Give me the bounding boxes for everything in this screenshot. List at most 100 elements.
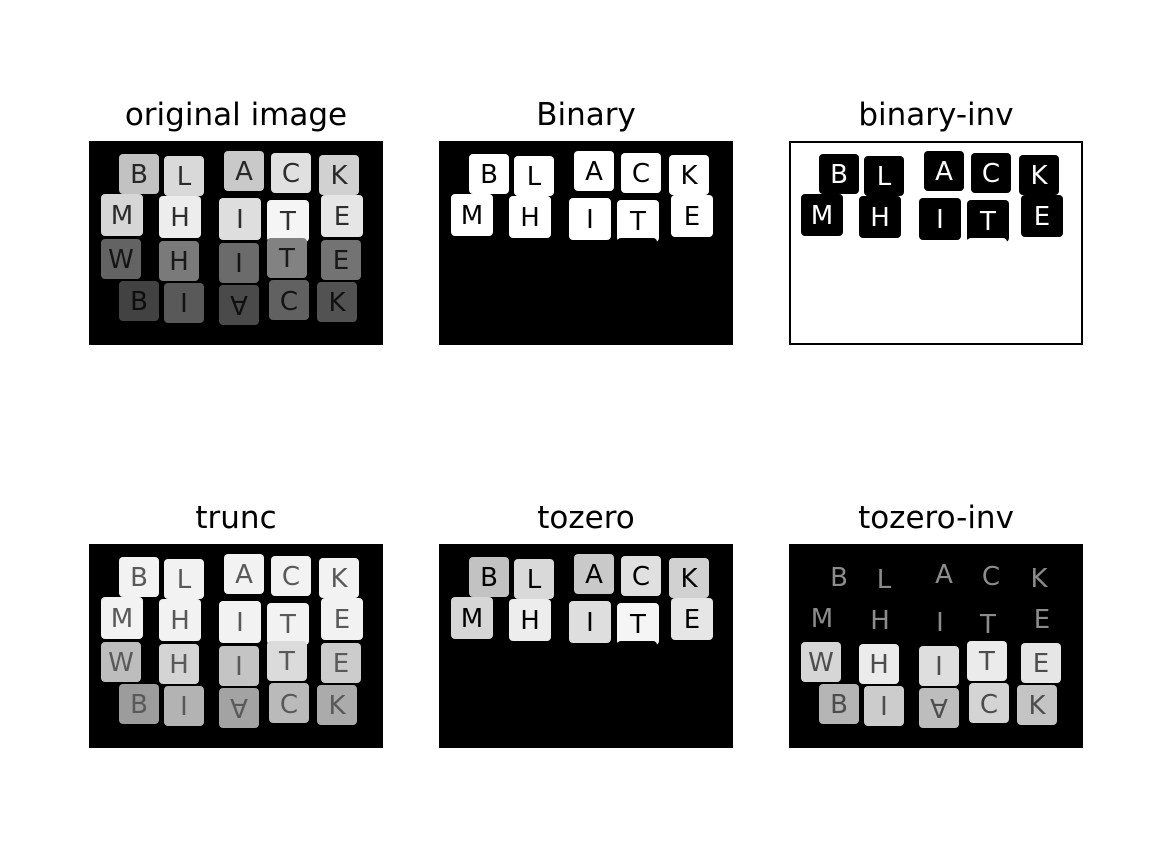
letter-block-face bbox=[919, 198, 961, 240]
letter-block-face bbox=[451, 194, 493, 236]
letter-block-face bbox=[119, 154, 159, 194]
letter-block-face bbox=[267, 238, 307, 278]
letter-block-face bbox=[617, 238, 657, 278]
letter-block-face bbox=[671, 598, 713, 640]
image-tozero-inv: B L A C KM H I T EW H I T EB I A C K bbox=[789, 544, 1083, 748]
block-letter: T bbox=[278, 647, 295, 677]
letter-block-face bbox=[667, 282, 707, 322]
letter-block: H bbox=[159, 599, 201, 641]
letter-block: E bbox=[321, 195, 363, 237]
letter-block: B bbox=[469, 684, 509, 724]
letter-block: I bbox=[219, 646, 259, 686]
letter-block: W bbox=[451, 239, 491, 279]
letter-block-face bbox=[271, 556, 311, 596]
letter-block-face bbox=[321, 598, 363, 640]
letter-block: A bbox=[919, 285, 959, 325]
letter-block: K bbox=[667, 282, 707, 322]
block-letter: A bbox=[230, 289, 248, 319]
letter-block: I bbox=[569, 198, 611, 240]
letter-block: I bbox=[919, 601, 961, 643]
letter-block: E bbox=[671, 643, 711, 683]
letter-block-face bbox=[569, 601, 611, 643]
letter-block-face bbox=[569, 198, 611, 240]
block-letter: I bbox=[530, 692, 538, 722]
letter-block: L bbox=[164, 156, 204, 196]
panel-title-binary-inv: binary-inv bbox=[858, 97, 1014, 133]
letter-block-face bbox=[574, 151, 614, 191]
block-letter: M bbox=[811, 201, 833, 231]
letter-block: M bbox=[451, 597, 493, 639]
letter-block-face bbox=[819, 557, 859, 597]
letter-block-face bbox=[1021, 195, 1063, 237]
letter-block-face bbox=[671, 643, 711, 683]
letter-block-face bbox=[569, 285, 609, 325]
letter-block: C bbox=[971, 153, 1011, 193]
letter-block: A bbox=[574, 151, 614, 191]
letter-block: C bbox=[619, 683, 659, 723]
letter-block-face bbox=[1021, 643, 1061, 683]
letter-block-face bbox=[801, 194, 843, 236]
letter-block-face bbox=[101, 597, 143, 639]
letter-block: E bbox=[671, 195, 713, 237]
image-tozero: B L A C KM H I T EW H I T EB I A C K bbox=[439, 544, 733, 748]
letter-block: I bbox=[569, 646, 609, 686]
block-letter: E bbox=[1034, 202, 1050, 232]
letter-block: T bbox=[617, 200, 659, 242]
letter-block: E bbox=[1021, 598, 1063, 640]
letter-block-face bbox=[859, 599, 901, 641]
panel-title-tozero-inv: tozero-inv bbox=[858, 500, 1014, 536]
letter-block: B bbox=[819, 154, 859, 194]
letter-block: I bbox=[919, 646, 959, 686]
block-letter: I bbox=[235, 652, 243, 682]
block-letter: E bbox=[683, 649, 699, 679]
letter-block-face bbox=[864, 686, 904, 726]
letter-block-face bbox=[967, 238, 1007, 278]
letter-block: I bbox=[864, 283, 904, 323]
letter-block: T bbox=[967, 200, 1009, 242]
letter-block: A bbox=[924, 151, 964, 191]
letter-block: W bbox=[801, 239, 841, 279]
block-letter: B bbox=[830, 287, 848, 317]
letter-block: E bbox=[1021, 240, 1061, 280]
letter-block-face bbox=[919, 243, 959, 283]
block-letter: T bbox=[628, 244, 645, 274]
panel-title-original: original image bbox=[124, 97, 348, 133]
block-letter: B bbox=[480, 287, 498, 317]
block-letter: A bbox=[235, 560, 253, 590]
letter-block-face bbox=[619, 280, 659, 320]
letter-block-face bbox=[669, 558, 709, 598]
letter-block-face bbox=[101, 194, 143, 236]
block-letter: C bbox=[980, 687, 998, 717]
letter-block: A bbox=[569, 285, 609, 325]
block-letter: I bbox=[585, 249, 593, 279]
letter-block-face bbox=[671, 195, 713, 237]
letter-block: A bbox=[224, 554, 264, 594]
block-letter: B bbox=[130, 287, 148, 317]
letter-block: B bbox=[819, 557, 859, 597]
block-letter: W bbox=[458, 648, 484, 678]
panel-title-trunc: trunc bbox=[195, 500, 277, 536]
image-original: B L A C KM H I T EW H I T EB I A C K bbox=[89, 141, 383, 345]
letter-block: T bbox=[267, 603, 309, 645]
letter-block-face bbox=[967, 641, 1007, 681]
letter-block-face bbox=[514, 686, 554, 726]
image-trunc: B L A C KM H I T EW H I T EB I A C K bbox=[89, 544, 383, 748]
letter-block: C bbox=[619, 280, 659, 320]
block-letter: B bbox=[480, 563, 498, 593]
image-binary-inv: B L A C KM H I T EW H I T EB I A C K bbox=[789, 141, 1083, 345]
letter-block-face bbox=[617, 603, 659, 645]
letter-block: E bbox=[671, 240, 711, 280]
letter-block-face bbox=[514, 283, 554, 323]
block-letter: E bbox=[684, 605, 700, 635]
block-letter: H bbox=[170, 606, 190, 636]
block-letter: H bbox=[169, 247, 189, 277]
block-letter: I bbox=[935, 652, 943, 682]
block-letter: E bbox=[333, 246, 349, 276]
letter-block: E bbox=[321, 240, 361, 280]
letter-block-face bbox=[967, 603, 1009, 645]
letter-block: T bbox=[967, 641, 1007, 681]
block-letter: I bbox=[586, 608, 594, 638]
letter-block-face bbox=[569, 688, 609, 728]
